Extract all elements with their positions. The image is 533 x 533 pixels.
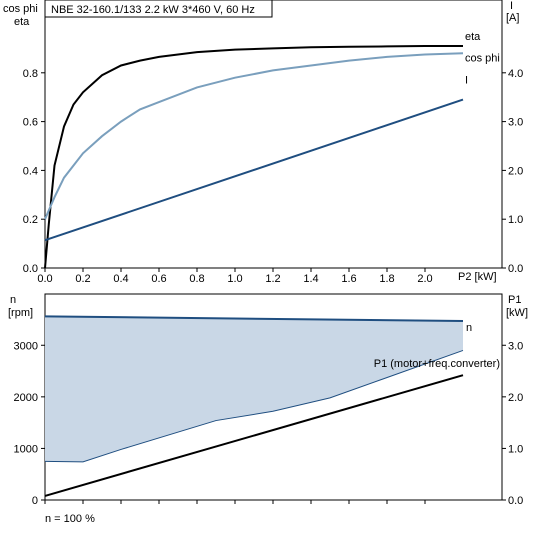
x-tick-label: 1.4 — [303, 273, 318, 285]
top-right-axis-label-2: [A] — [506, 12, 519, 24]
right-tick-label: 1.0 — [508, 214, 523, 226]
bottom-left-axis-label-2: [rpm] — [8, 307, 33, 319]
x-tick-label: 1.6 — [341, 273, 356, 285]
top-left-axis-label-2: eta — [14, 16, 30, 28]
series-line-I — [44, 98, 464, 242]
x-tick-label: 2.0 — [417, 273, 432, 285]
bottom-right-tick-label: 1.0 — [508, 443, 523, 455]
x-tick-label: 1.0 — [227, 273, 242, 285]
top-plot-frame — [44, 0, 503, 269]
top-chart: NBE 32-160.1/133 2.2 kW 3*460 V, 60 Hz c… — [3, 0, 523, 285]
footnote: n = 100 % — [45, 513, 95, 525]
bottom-right-tick-label: 0.0 — [508, 495, 523, 507]
right-tick-label: 0.0 — [508, 263, 523, 275]
chart-title: NBE 32-160.1/133 2.2 kW 3*460 V, 60 Hz — [51, 4, 255, 16]
series-line-n-lower — [44, 349, 464, 463]
bottom-left-tick-label: 2000 — [14, 392, 38, 404]
series-label-I: I — [465, 75, 468, 87]
top-ticks: 0.0 0.2 0.4 0.6 0.8 1.0 1.2 1.4 1.6 1.8 2.0 0.0 0.2 0… — [23, 68, 524, 285]
left-tick-label: 0.8 — [23, 68, 38, 80]
bottom-right-tick-label: 2.0 — [508, 392, 523, 404]
left-tick-label: 0.4 — [23, 165, 38, 177]
x-tick-label: 0.0 — [37, 273, 52, 285]
bottom-left-tick-label: 1000 — [14, 443, 38, 455]
top-left-axis-label-1: cos phi — [3, 3, 38, 15]
speed-range-area — [45, 316, 463, 462]
x-tick-label: 0.4 — [113, 273, 128, 285]
x-axis-label: P2 [kW] — [458, 271, 497, 283]
bottom-right-tick-label: 3.0 — [508, 340, 523, 352]
series-line-eta — [44, 45, 463, 269]
series-label-P1: P1 (motor+freq.converter) — [374, 358, 500, 370]
series-label-cos-phi: cos phi — [465, 52, 500, 64]
series-label-eta: eta — [465, 31, 481, 43]
bottom-right-axis-label-2: [kW] — [506, 307, 528, 319]
left-tick-label: 0.2 — [23, 214, 38, 226]
x-tick-label: 1.8 — [379, 273, 394, 285]
series-line-n — [44, 315, 464, 323]
x-tick-label: 0.2 — [75, 273, 90, 285]
bottom-series: n P1 (motor+freq.converter) — [44, 315, 500, 497]
bottom-right-axis-label-1: P1 — [508, 294, 521, 306]
right-tick-label: 4.0 — [508, 68, 523, 80]
right-tick-label: 2.0 — [508, 165, 523, 177]
top-right-axis-label-1: I — [510, 0, 513, 12]
bottom-ticks: 0 1000 2000 3000 0.0 1.0 2.0 3.0 — [14, 340, 524, 507]
top-series: eta cos phi I — [44, 31, 500, 269]
left-tick-label: 0.0 — [23, 263, 38, 275]
series-line-cos-phi — [44, 52, 464, 220]
bottom-left-tick-label: 3000 — [14, 340, 38, 352]
x-tick-label: 0.8 — [189, 273, 204, 285]
bottom-left-axis-label-1: n — [10, 294, 16, 306]
series-label-n: n — [466, 322, 472, 334]
right-tick-label: 3.0 — [508, 117, 523, 129]
top-grid — [41, 72, 506, 272]
bottom-grid — [41, 344, 506, 504]
series-line-P1 — [44, 374, 464, 497]
bottom-chart: n [rpm] P1 [kW] n = 100 % n P1 (motor+fre… — [8, 293, 528, 525]
bottom-left-tick-label: 0 — [32, 495, 38, 507]
x-tick-label: 1.2 — [265, 273, 280, 285]
title-box — [44, 0, 273, 18]
left-tick-label: 0.6 — [23, 117, 38, 129]
x-tick-label: 0.6 — [151, 273, 166, 285]
